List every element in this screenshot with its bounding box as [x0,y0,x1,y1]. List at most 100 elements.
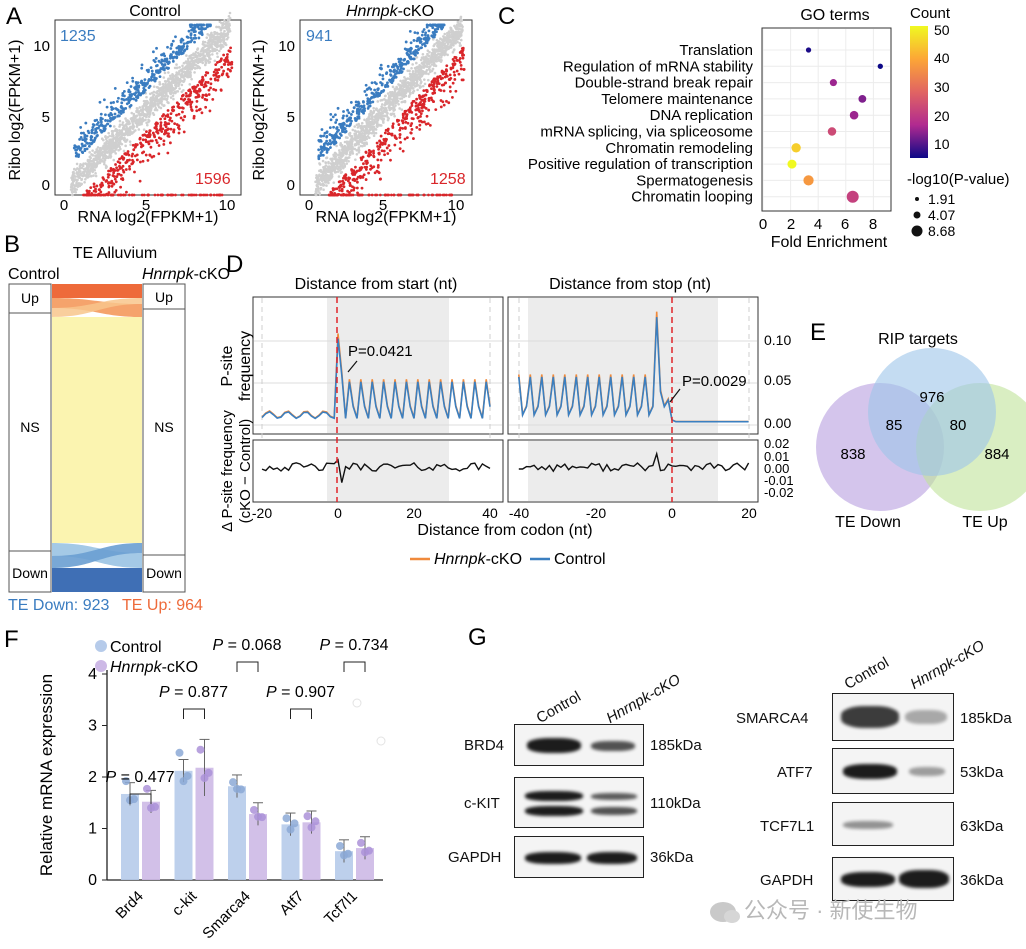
scatter-point-up [193,23,196,27]
scatter-point-down [154,125,158,129]
metagene-ylabel-bottom: Δ P-site frequency(cKO − Control) [219,410,254,532]
scatter-point-ns [94,172,97,175]
scatter-point-up [91,126,95,129]
scatter-point-down [365,162,369,165]
scatter-point-up [120,97,124,101]
scatter-point-ns [178,87,181,90]
scatter-point-up [408,29,412,33]
scatter-point-ns [213,35,216,39]
bar-pvalue: P = 0.068 [213,637,282,654]
scatter-point-down [230,62,234,66]
scatter-point-up [397,57,401,61]
size-legend-val-2: 4.07 [928,207,955,223]
scatter-point-up [371,100,375,104]
scatter-point-up [185,44,189,48]
scatter-point-ns [152,85,156,88]
scatter-point-ns [220,35,224,39]
scatter1-xtick-0: 0 [60,197,68,214]
scatter-point-up [177,52,181,56]
scatter-point-down [145,135,149,138]
scatter-point-up [400,64,404,68]
band-smarca4-cko [905,710,947,724]
scatter-point-down [148,129,152,133]
scatter-point-down [169,127,173,131]
scatter-point-down [206,71,210,75]
scatter-point-ns [210,31,213,35]
scatter-point-down [448,73,452,77]
scatter-point-up [433,28,437,31]
scatter-point-ns [101,146,104,149]
scatter-point-down [368,152,372,155]
scatter-point-ns [453,34,457,38]
scatter-point-down [166,109,170,112]
scatter-point-ns [118,119,122,123]
scatter-point-down [138,179,142,183]
scatter-point-down [201,193,205,197]
scatter-point-ns [441,40,445,43]
scatter-point-down [114,180,118,184]
scatter-point-down [226,67,230,71]
scatter-point-down [414,104,418,108]
scatter-point-ns [333,170,337,173]
scatter1-xlabel: RNA log2(FPKM+1) [78,209,219,226]
scatter-point-down [175,113,178,117]
scatter-point-down [427,193,430,197]
scatter-point-up [424,41,428,44]
scatter-point-down [383,193,387,197]
go-term-label: Telomere maintenance [601,91,753,108]
scatter-point-up [98,124,101,128]
scatter-point-ns [326,170,329,173]
scatter-point-down [209,77,213,81]
scatter-point-ns [424,70,428,74]
scatter-point-ns [404,78,408,81]
scatter-point-ns [315,173,318,177]
scatter-point-up [376,87,380,91]
scatter-point-up [422,28,426,31]
bar-xtick-label: Atf7 [276,888,307,919]
scatter-point-down [430,98,434,102]
scatter-point-ns [415,61,418,65]
scatter-point-up [160,63,164,66]
venn-label-down: TE Down [835,514,901,531]
scatter-point-up [75,145,79,149]
scatter-point-down [435,85,439,88]
scatter-point-ns [206,48,210,51]
scatter-point-down [120,166,123,170]
scatter-point-down [191,85,195,89]
scatter-point-up [179,40,183,44]
scatter-point-down [436,79,440,83]
scatter-point-ns [425,57,429,60]
count-tick-30: 30 [934,79,950,95]
scatter-point-down [163,117,167,121]
scatter-point-down [126,150,130,153]
scatter-point-ns [81,164,85,168]
scatter-point-ns [78,164,82,168]
scatter-point-ns [118,136,122,140]
scatter-point-ns [177,71,181,75]
scatter-point-ns [220,27,224,30]
scatter-point-ns [211,53,214,56]
scatter-point-down [391,122,395,126]
scatter-point-up [202,23,206,27]
scatter-point-ns [70,183,73,187]
scatter-point-down [146,158,150,162]
scatter-point-down [203,97,207,101]
scatter-point-up [408,50,412,53]
scatter-point-up [321,146,324,150]
scatter-point-down [115,175,119,178]
scatter-point-down [198,193,202,197]
alluvium-right-ns-label: NS [154,419,173,435]
scatter-point-down [109,167,113,170]
scatter-point-down [212,193,216,197]
scatter-point-ns [419,81,423,85]
scatter-point-up [197,36,201,40]
go-dot [827,127,837,136]
scatter-point-ns [346,143,350,147]
scatter-point-down [110,184,114,188]
go-term-label: Double-strand break repair [575,75,753,92]
scatter-point-ns [228,29,232,33]
scatter-point-ns [163,80,167,83]
scatter-point-down [125,190,128,194]
scatter-point-down [102,193,106,197]
scatter-point-ns [125,119,128,123]
